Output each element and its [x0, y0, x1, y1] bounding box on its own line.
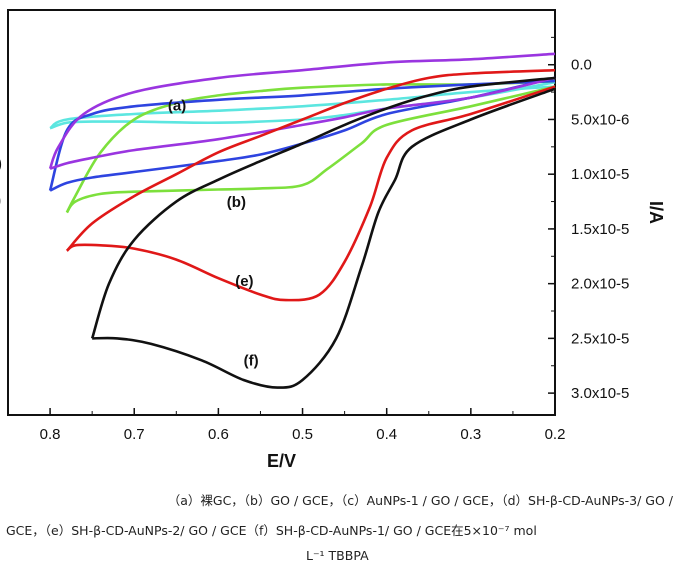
annotation-label: (f)	[244, 353, 259, 370]
annotation-label: (c)	[0, 192, 1, 209]
annotation-label: (e)	[235, 273, 253, 290]
x-axis-label: E/V	[267, 451, 296, 470]
y-tick-label: 2.5x10-5	[571, 330, 629, 347]
series-e-forward-line	[66, 85, 556, 302]
y-tick-label: 3.0x10-5	[571, 385, 629, 402]
x-tick-label: 0.4	[376, 426, 397, 443]
x-tick-label: 0.7	[124, 426, 145, 443]
y-tick-label: 5.0x10-6	[571, 111, 629, 128]
y-tick-label: 1.5x10-5	[571, 221, 629, 238]
series-f-forward-line	[92, 87, 556, 389]
annotation-label: (b)	[0, 156, 2, 173]
series-f-reverse-line	[90, 76, 556, 339]
series-c-forward-line	[49, 76, 556, 192]
series-b-reverse-line	[65, 79, 556, 214]
series-d-reverse-line	[48, 52, 556, 170]
caption-line-2: GCE，（e）SH-β-CD-AuNPs-2/ GO / GCE（f）SH-β-…	[6, 523, 537, 538]
series-e-reverse-line	[65, 68, 556, 252]
x-tick-label: 0.2	[545, 426, 566, 443]
annotation-label: (b)	[227, 194, 246, 211]
y-tick-label: 2.0x10-5	[571, 276, 629, 293]
x-tick-label: 0.6	[208, 426, 229, 443]
caption-line-1: （a）裸GC，（b）GO / GCE，（c）AuNPs-1 / GO / GCE…	[167, 493, 673, 508]
annotation-label: (a)	[168, 98, 186, 115]
x-tick-label: 0.8	[40, 426, 61, 443]
series-b-forward-line	[65, 85, 556, 214]
y-axis-label: I/A	[646, 201, 666, 224]
x-tick-label: 0.3	[460, 426, 481, 443]
y-tick-label: 0.0	[571, 57, 592, 74]
plot-border	[7, 9, 556, 416]
x-tick-label: 0.5	[292, 426, 313, 443]
cv-chart: 0.8 0.7 0.6 0.5 0.4 0.3 0.2 0.0 5.0x10-6 1.0x10-5…	[0, 9, 666, 470]
y-tick-label: 1.0x10-5	[571, 166, 629, 183]
caption-line-3: L⁻¹ TBBPA	[306, 548, 369, 563]
